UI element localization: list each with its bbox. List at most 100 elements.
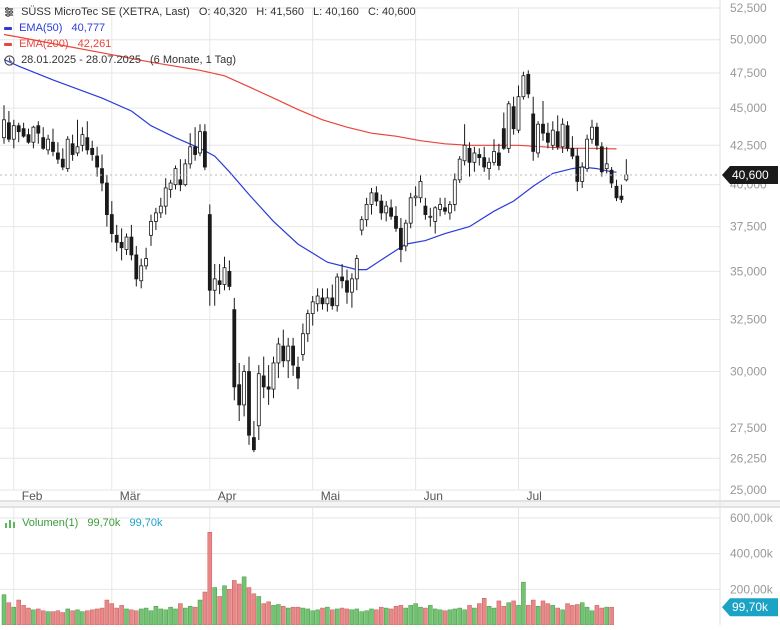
candle xyxy=(198,124,202,157)
candle xyxy=(492,139,496,166)
price-tick-label: 35,000 xyxy=(730,264,767,278)
candle xyxy=(247,356,251,445)
candle xyxy=(21,122,26,138)
volume-bar xyxy=(138,608,144,626)
instrument-name[interactable]: SÜSS MicroTec SE (XETRA, Last) xyxy=(21,6,190,18)
volume-bar xyxy=(589,610,595,626)
candle xyxy=(271,356,276,399)
volume-bar xyxy=(305,608,311,626)
candle-body xyxy=(521,75,526,98)
volume-bar xyxy=(383,607,389,626)
candle xyxy=(261,356,266,399)
candle xyxy=(477,148,482,166)
candle xyxy=(379,194,384,220)
volume-bar xyxy=(222,585,227,626)
volume-tick-label: 200,00k xyxy=(730,582,774,596)
candle xyxy=(188,133,193,169)
volume-bar xyxy=(344,608,350,626)
candle xyxy=(506,100,511,153)
candle-body xyxy=(31,126,36,143)
ema50-line xyxy=(3,58,617,271)
candle-body xyxy=(447,204,452,214)
ema200-legend-row[interactable]: EMA(200) 42,261 xyxy=(4,37,111,51)
volume-bar xyxy=(579,602,585,626)
volume-bar xyxy=(124,608,129,626)
open-value: O: 40,320 xyxy=(198,6,248,18)
month-tick-label: Apr xyxy=(218,489,237,503)
last-volume-tag xyxy=(722,598,778,617)
candle xyxy=(51,128,55,157)
volume-bar xyxy=(423,607,428,626)
candle xyxy=(90,140,95,161)
price-tick-label: 52,500 xyxy=(730,1,767,15)
candle xyxy=(457,156,462,184)
volume-bar xyxy=(168,606,173,626)
volume-bar xyxy=(55,610,61,626)
volume-bar xyxy=(153,606,159,626)
volume-bars-icon xyxy=(4,518,16,529)
candle-body xyxy=(403,222,408,247)
candle-body xyxy=(291,345,296,366)
volume-legend-row[interactable]: Volumen(1) 99,70k 99,70k xyxy=(4,516,163,530)
candle xyxy=(2,105,6,144)
candle xyxy=(202,124,207,171)
candle-body xyxy=(80,134,85,146)
candle-body xyxy=(590,126,594,140)
range-legend-row[interactable]: 28.01.2025 - 28.07.2025 (6 Monate, 1 Tag… xyxy=(4,53,236,67)
ema50-value: 40,777 xyxy=(71,22,106,34)
volume-label: Volumen(1) xyxy=(22,517,79,529)
candle-body xyxy=(178,179,183,186)
candle-body xyxy=(193,146,198,155)
candle xyxy=(511,96,516,135)
candle-body xyxy=(212,278,217,291)
candle xyxy=(158,197,163,218)
candle-body xyxy=(609,169,614,184)
axes: 52,50050,00047,50045,00042,50040,00037,5… xyxy=(0,1,778,617)
price-tick-label: 42,500 xyxy=(730,138,767,152)
candle-body xyxy=(320,297,325,305)
close-value: C: 40,600 xyxy=(367,6,416,18)
candle xyxy=(109,201,114,243)
candle-body xyxy=(565,125,570,149)
volume-bar xyxy=(11,606,17,626)
candle-body xyxy=(428,215,433,218)
candle-body xyxy=(516,96,521,131)
candle xyxy=(75,119,80,157)
candle-body xyxy=(619,195,624,200)
volume-bar xyxy=(408,605,413,626)
volume-bar xyxy=(31,609,36,626)
volume-bar xyxy=(310,610,315,626)
candle-body xyxy=(11,125,16,140)
candle xyxy=(585,134,589,172)
volume-bar xyxy=(158,608,164,626)
candle-body xyxy=(163,187,168,207)
volume-bar xyxy=(99,607,105,626)
candle-body xyxy=(109,214,114,234)
volume-bar xyxy=(467,605,472,626)
volume-bar xyxy=(432,608,438,626)
candle-body xyxy=(305,313,310,335)
candle-body xyxy=(472,152,477,163)
price-tick-label: 47,500 xyxy=(730,66,767,80)
volume-bar xyxy=(89,609,95,626)
candle xyxy=(232,297,237,401)
ema50-legend-row[interactable]: EMA(50) 40,777 xyxy=(4,21,105,35)
candle-body xyxy=(595,126,599,146)
candle xyxy=(394,206,398,232)
candle xyxy=(487,157,492,180)
candle-body xyxy=(359,219,364,231)
volume-bar xyxy=(197,599,203,626)
candle-body xyxy=(271,362,276,390)
volume-bar xyxy=(530,599,536,626)
volume-bar xyxy=(521,581,526,626)
settings-icon[interactable] xyxy=(4,7,14,17)
candle xyxy=(26,128,31,144)
volume-bar xyxy=(236,583,242,626)
candle-body xyxy=(570,147,575,157)
candle xyxy=(134,245,139,287)
candle-body xyxy=(41,137,46,149)
candle-body xyxy=(2,119,6,139)
volume-bar xyxy=(94,608,100,626)
